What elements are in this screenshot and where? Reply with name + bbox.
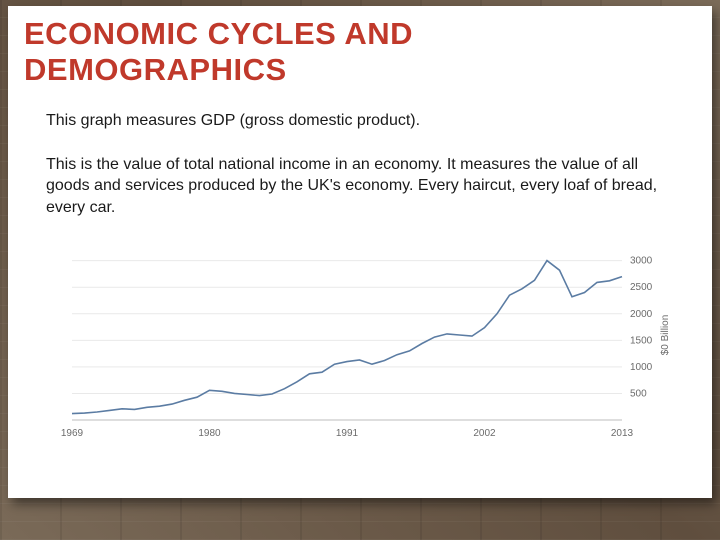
x-tick-label: 1969 bbox=[61, 428, 84, 439]
gdp-series-line bbox=[72, 261, 622, 414]
gdp-chart-svg: 500 1000 1500 2000 2500 3000 1969 1980 1991 2002 2… bbox=[42, 240, 682, 450]
x-tick-label: 1991 bbox=[336, 428, 359, 439]
y-tick-label: 1000 bbox=[630, 362, 653, 373]
y-tick-label: 2500 bbox=[630, 283, 653, 294]
paragraph-2: This is the value of total national inco… bbox=[36, 154, 684, 219]
y-tick-label: 2000 bbox=[630, 309, 653, 320]
x-tick-label: 2013 bbox=[611, 428, 634, 439]
slide-card: ECONOMIC CYCLES AND DEMOGRAPHICS This gr… bbox=[8, 6, 712, 498]
slide-title: ECONOMIC CYCLES AND DEMOGRAPHICS bbox=[24, 16, 684, 88]
x-tick-label: 2002 bbox=[473, 428, 496, 439]
y-axis-title: $0 Billion bbox=[660, 315, 671, 356]
y-tick-label: 500 bbox=[630, 389, 647, 400]
y-tick-label: 3000 bbox=[630, 256, 653, 267]
paragraph-1: This graph measures GDP (gross domestic … bbox=[36, 110, 684, 132]
x-tick-label: 1980 bbox=[198, 428, 221, 439]
y-tick-label: 1500 bbox=[630, 336, 653, 347]
gdp-chart: 500 1000 1500 2000 2500 3000 1969 1980 1991 2002 2… bbox=[42, 240, 682, 460]
